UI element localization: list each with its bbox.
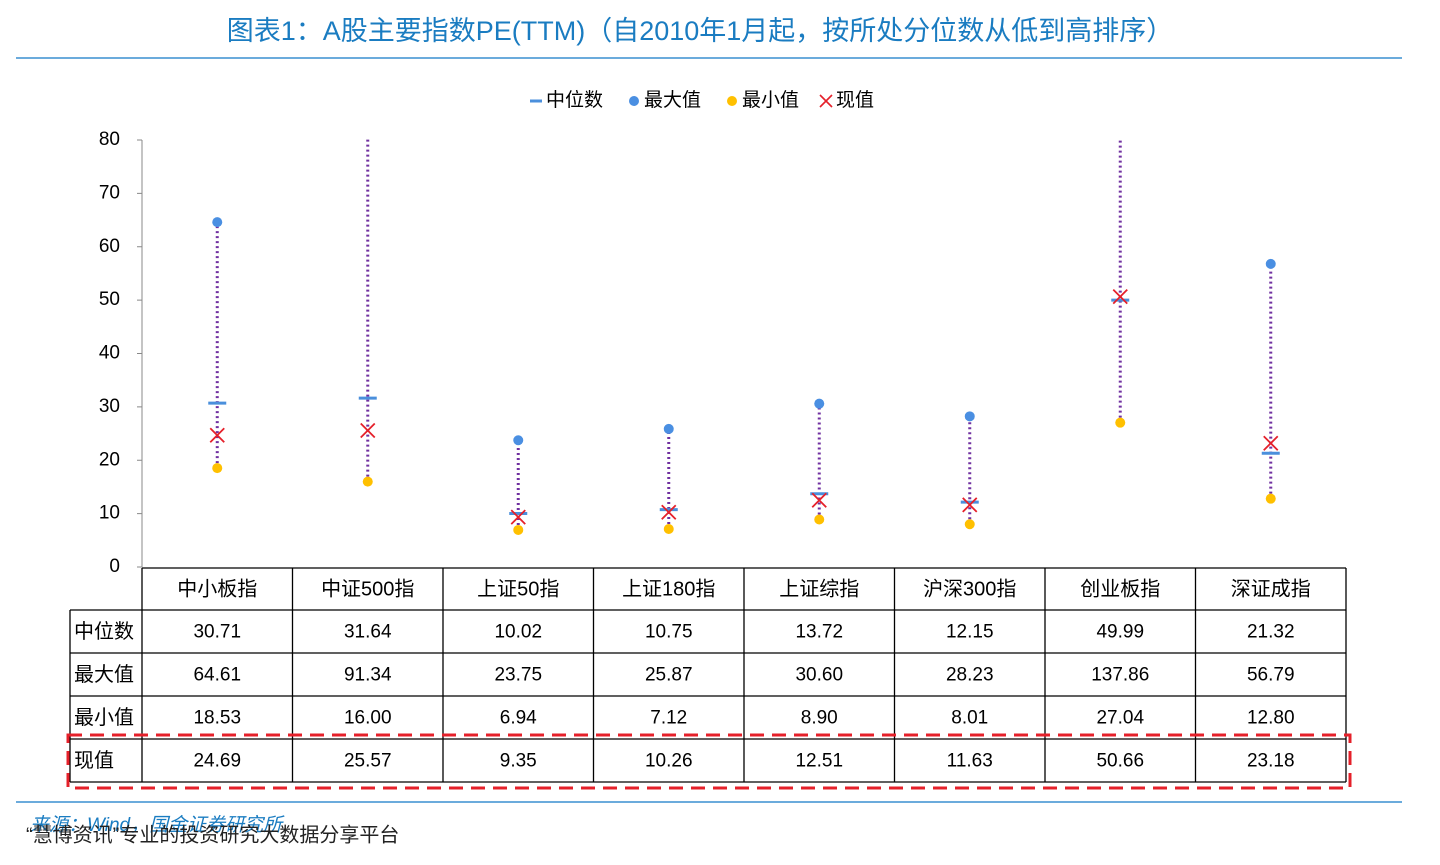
table-cell: 9.35 — [500, 751, 537, 772]
table-cell: 16.00 — [344, 708, 392, 729]
table-cell: 56.79 — [1247, 665, 1295, 686]
current-mark — [510, 509, 526, 525]
legend-label: 中位数 — [546, 89, 603, 111]
y-tick-label: 30 — [99, 396, 120, 417]
source: 来源：Wind，国金证券研究所 — [30, 814, 285, 836]
y-tick-label: 0 — [109, 556, 120, 577]
table-cell: 50.66 — [1096, 751, 1144, 772]
highlight-box — [66, 733, 1352, 790]
table-cell: 12.51 — [795, 751, 843, 772]
dot-mark — [1115, 417, 1126, 428]
dot-mark — [212, 463, 223, 474]
y-tick-label: 20 — [99, 449, 120, 470]
row-label: 中位数 — [74, 620, 134, 643]
x-tick-label: 上证180指 — [622, 577, 715, 600]
x-tick-label: 深证成指 — [1231, 577, 1311, 600]
table-cell: 49.99 — [1096, 622, 1144, 643]
dot-mark — [663, 423, 674, 434]
table-cell: 27.04 — [1096, 708, 1144, 729]
table-cell: 8.01 — [951, 708, 988, 729]
x-tick-label: 上证综指 — [779, 577, 859, 600]
dot-mark — [814, 514, 825, 525]
table-cell: 31.64 — [344, 622, 392, 643]
dot-mark — [814, 398, 825, 409]
dot-mark — [964, 519, 975, 530]
legend-label: 最小值 — [742, 89, 799, 111]
table-cell: 11.63 — [947, 751, 993, 772]
y-tick-label: 70 — [99, 182, 120, 203]
table-cell: 30.60 — [795, 665, 843, 686]
table-cell: 8.90 — [801, 708, 838, 729]
dot-mark — [964, 411, 975, 422]
watermark: “慧博资讯”专业的投资研究大数据分享平台 — [26, 823, 399, 846]
table-cell: 13.72 — [795, 622, 843, 643]
table-cell: 10.26 — [645, 751, 693, 772]
table-cell: 23.75 — [494, 665, 542, 686]
current-mark — [661, 504, 677, 520]
table-cell: 12.15 — [946, 622, 994, 643]
x-tick-label: 中证500指 — [321, 577, 414, 600]
dot-mark — [513, 524, 524, 535]
table-cell: 6.94 — [500, 708, 537, 729]
row-label: 现值 — [74, 749, 114, 772]
dot-mark — [362, 476, 373, 487]
dot-mark — [1265, 258, 1276, 269]
table-cell: 137.86 — [1091, 665, 1149, 686]
current-mark — [962, 497, 978, 513]
table-cell: 64.61 — [193, 665, 241, 686]
legend-swatch — [819, 94, 833, 108]
table-cell: 12.80 — [1247, 708, 1295, 729]
current-mark — [811, 492, 827, 508]
table-cell: 10.75 — [645, 622, 693, 643]
x-tick-label: 沪深300指 — [923, 577, 1016, 600]
y-tick-label: 50 — [99, 289, 120, 310]
chart-title: 图表1：A股主要指数PE(TTM)（自2010年1月起，按所处分位数从低到高排序… — [227, 16, 1174, 46]
dot-mark — [363, 74, 373, 84]
current-mark — [1112, 288, 1128, 305]
dot-mark — [513, 435, 524, 446]
y-tick-label: 40 — [99, 343, 120, 364]
plot-area — [208, 74, 1280, 535]
table-cell: 25.87 — [645, 665, 693, 686]
y-tick-label: 60 — [99, 236, 120, 257]
row-label: 最小值 — [74, 706, 134, 729]
table-cell: 30.71 — [193, 622, 241, 643]
table-cell: 21.32 — [1247, 622, 1295, 643]
table-cell: 91.34 — [344, 665, 392, 686]
current-mark — [360, 422, 376, 439]
row-label: 最大值 — [74, 663, 134, 686]
table-cell: 7.12 — [650, 708, 687, 729]
y-tick-label: 10 — [99, 503, 120, 524]
current-mark — [209, 427, 225, 443]
table-cell: 18.53 — [193, 708, 241, 729]
dot-mark — [663, 523, 674, 534]
current-mark — [1263, 435, 1279, 451]
x-tick-label: 上证50指 — [477, 577, 559, 600]
table-cell: 23.18 — [1247, 751, 1295, 772]
table-cell: 25.57 — [344, 751, 392, 772]
legend-swatch — [629, 96, 639, 106]
table-cell: 28.23 — [946, 665, 994, 686]
x-tick-label: 中小板指 — [177, 577, 257, 600]
legend-label: 最大值 — [644, 89, 701, 111]
legend-swatch — [727, 96, 737, 106]
table-cell: 24.69 — [193, 751, 241, 772]
y-tick-label: 80 — [99, 129, 120, 150]
dot-mark — [1265, 493, 1276, 504]
x-tick-label: 创业板指 — [1080, 577, 1160, 600]
dot-mark — [212, 217, 223, 228]
table-cell: 10.02 — [494, 622, 542, 643]
legend-label: 现值 — [836, 89, 874, 111]
